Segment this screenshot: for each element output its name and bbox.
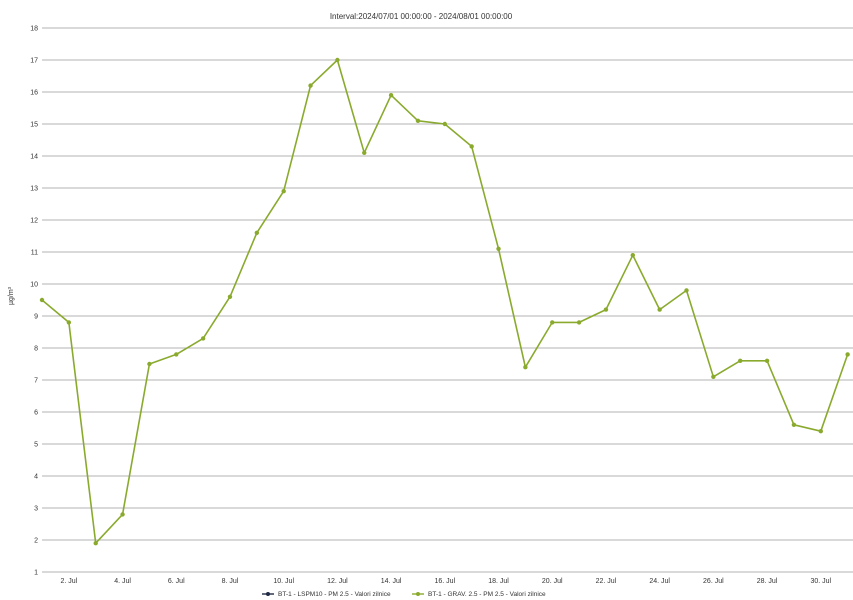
x-tick-label: 30. Jul <box>810 578 831 585</box>
series-line-1 <box>41 59 849 545</box>
x-tick-label: 24. Jul <box>649 578 670 585</box>
data-point <box>120 512 125 517</box>
data-point <box>93 541 98 546</box>
series-lines <box>41 59 849 545</box>
legend-swatch-marker <box>266 592 270 596</box>
data-point <box>39 297 45 303</box>
data-point <box>388 93 394 98</box>
data-point <box>818 429 823 434</box>
data-point <box>845 352 850 357</box>
y-tick-label: 8 <box>34 346 38 353</box>
data-point <box>711 374 716 379</box>
y-tick-label: 1 <box>34 570 38 577</box>
data-point <box>227 294 233 299</box>
y-axis-label: µg/m³ <box>8 286 15 305</box>
data-point <box>791 422 797 427</box>
legend-entry-label: BT-1 - LSPM10 - PM 2.5 - Valori zilnice <box>278 591 391 598</box>
x-tick-label: 28. Jul <box>757 578 778 585</box>
data-point <box>523 365 528 370</box>
y-tick-label: 17 <box>30 58 38 65</box>
y-tick-label: 6 <box>34 410 38 417</box>
x-tick-label: 26. Jul <box>703 578 724 585</box>
y-tick-label: 9 <box>34 314 38 321</box>
x-tick-labels: 2. Jul 4. Jul 6. Jul 8. Jul 10. Jul 12. Jul 14… <box>60 578 831 585</box>
y-tick-label: 5 <box>34 442 38 449</box>
x-tick-label: 12. Jul <box>327 578 348 585</box>
y-tick-label: 11 <box>31 250 38 257</box>
x-tick-label: 20. Jul <box>542 578 563 585</box>
y-tick-label: 10 <box>30 282 38 289</box>
data-point <box>550 320 555 325</box>
data-point <box>657 307 662 312</box>
y-tick-label: 18 <box>30 26 38 33</box>
legend-entry-label: BT-1 - GRAV. 2.5 - PM 2.5 - Valori zilni… <box>428 591 546 598</box>
data-point <box>603 307 609 312</box>
y-tick-label: 16 <box>30 90 38 97</box>
data-point <box>684 288 689 293</box>
x-tick-label: 6. Jul <box>168 578 185 585</box>
data-point <box>469 144 474 149</box>
data-point <box>576 320 582 325</box>
y-tick-label: 2 <box>34 538 38 545</box>
legend-swatch-marker <box>416 592 420 596</box>
data-point <box>335 57 340 63</box>
data-point <box>496 246 501 251</box>
data-point <box>66 320 72 325</box>
x-tick-label: 18. Jul <box>488 578 509 585</box>
y-tick-label: 12 <box>30 218 38 225</box>
data-point <box>254 230 260 235</box>
data-point <box>630 253 635 258</box>
data-point <box>308 83 313 88</box>
y-tick-label: 3 <box>34 506 38 513</box>
x-tick-label: 8. Jul <box>222 578 239 585</box>
data-point <box>415 118 421 124</box>
data-point <box>147 361 152 367</box>
x-tick-label: 22. Jul <box>596 578 617 585</box>
data-point <box>281 189 286 194</box>
grid-layer <box>42 27 853 573</box>
data-points <box>39 57 850 546</box>
y-tick-label: 13 <box>30 186 38 193</box>
data-point <box>174 352 179 357</box>
y-tick-label: 4 <box>34 474 38 481</box>
data-point <box>764 358 770 363</box>
x-tick-label: 4. Jul <box>114 578 131 585</box>
data-point <box>200 336 206 341</box>
x-tick-label: 16. Jul <box>435 578 456 585</box>
legend: BT-1 - LSPM10 - PM 2.5 - Valori zilnice B… <box>262 591 546 598</box>
x-tick-label: 2. Jul <box>60 578 77 585</box>
y-tick-label: 7 <box>34 378 38 385</box>
chart-title: Interval:2024/07/01 00:00:00 - 2024/08/0… <box>330 12 513 21</box>
data-point <box>442 121 448 127</box>
x-tick-label: 10. Jul <box>273 578 294 585</box>
x-tick-label: 14. Jul <box>381 578 402 585</box>
y-tick-label: 14 <box>30 154 38 161</box>
y-tick-label: 15 <box>30 122 38 129</box>
data-point <box>362 150 367 155</box>
data-point <box>738 358 743 363</box>
